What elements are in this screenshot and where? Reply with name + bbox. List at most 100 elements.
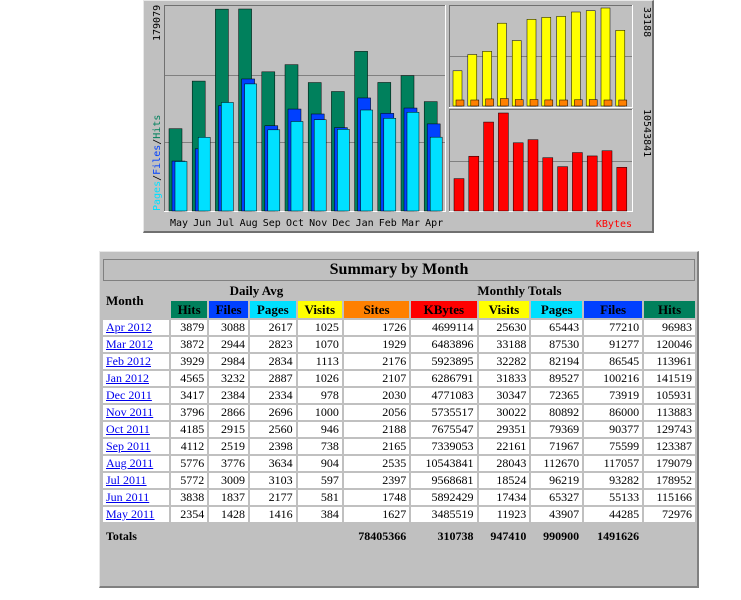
cell-pages: 72365 xyxy=(531,388,583,403)
pages-bar xyxy=(174,161,188,212)
cell-d-visits: 1070 xyxy=(297,337,342,352)
month-link[interactable]: Oct 2011 xyxy=(106,422,150,436)
cell-d-files: 1837 xyxy=(209,490,248,505)
cell-kbytes: 4771083 xyxy=(411,388,477,403)
cell-visits: 31833 xyxy=(478,371,530,386)
cell-pages: 80892 xyxy=(531,405,583,420)
total-files: 990900 xyxy=(531,528,583,545)
cell-pages: 65327 xyxy=(531,490,583,505)
hits-ylabel: Pages/Files/Hits xyxy=(152,115,163,211)
kbytes-xlabel: KBytes xyxy=(596,219,632,230)
cell-files: 75599 xyxy=(584,439,643,454)
month-link[interactable]: Jul 2011 xyxy=(106,473,147,487)
cell-visits: 30347 xyxy=(478,388,530,403)
pages-bar xyxy=(244,83,257,212)
cell-sites: 2056 xyxy=(343,405,410,420)
col-kbytes: KBytes xyxy=(411,301,477,318)
sites-bar xyxy=(514,99,524,107)
month-link[interactable]: Nov 2011 xyxy=(106,405,154,419)
cell-d-visits: 1113 xyxy=(297,354,342,369)
cell-d-files: 1428 xyxy=(209,507,248,522)
month-cell: Nov 2011 xyxy=(103,405,169,420)
ylabel-part: / xyxy=(152,139,163,145)
month-tick-label: Jan xyxy=(356,218,374,229)
month-cell: Jun 2011 xyxy=(103,490,169,505)
pages-bar xyxy=(383,118,397,212)
cell-hits: 72976 xyxy=(644,507,695,522)
total-hits: 1491626 xyxy=(584,528,643,545)
pages-bar xyxy=(313,119,327,212)
ylabel-part: Pages xyxy=(152,181,163,211)
cell-hits: 123387 xyxy=(644,439,695,454)
cell-hits: 113961 xyxy=(644,354,695,369)
cell-files: 90377 xyxy=(584,422,643,437)
cell-d-visits: 1026 xyxy=(297,371,342,386)
cell-d-visits: 1000 xyxy=(297,405,342,420)
cell-d-files: 2915 xyxy=(209,422,248,437)
pages-bar xyxy=(337,129,350,212)
month-cell: May 2011 xyxy=(103,507,169,522)
cell-d-visits: 904 xyxy=(297,456,342,471)
cell-d-visits: 597 xyxy=(297,473,342,488)
cell-d-pages: 3634 xyxy=(249,456,296,471)
cell-d-pages: 2398 xyxy=(249,439,296,454)
ylabel-part: Hits xyxy=(152,115,163,139)
summary-table: Summary by Month Month Daily Avg Monthly… xyxy=(101,257,697,547)
month-cell: Oct 2011 xyxy=(103,422,169,437)
cell-d-pages: 2823 xyxy=(249,337,296,352)
sites-bar xyxy=(544,99,554,107)
cell-sites: 1929 xyxy=(343,337,410,352)
cell-kbytes: 6286791 xyxy=(411,371,477,386)
cell-kbytes: 5923895 xyxy=(411,354,477,369)
month-link[interactable]: May 2011 xyxy=(106,507,155,521)
cell-kbytes: 7675547 xyxy=(411,422,477,437)
month-link[interactable]: Mar 2012 xyxy=(106,337,153,351)
month-link[interactable]: Feb 2012 xyxy=(106,354,151,368)
sites-bar xyxy=(485,98,494,107)
cell-kbytes: 5892429 xyxy=(411,490,477,505)
cell-hits: 120046 xyxy=(644,337,695,352)
month-row: Mar 2012 3872 2944 2823 1070 1929 6483896 33188… xyxy=(103,337,695,352)
kbytes-ymax-label: 10543841 xyxy=(641,109,652,157)
month-link[interactable]: Dec 2011 xyxy=(106,388,152,402)
cell-pages: 71967 xyxy=(531,439,583,454)
ylabel-part: Files xyxy=(152,145,163,175)
month-cell: Feb 2012 xyxy=(103,354,169,369)
month-link[interactable]: Jan 2012 xyxy=(106,371,149,385)
visits-bar xyxy=(541,17,552,107)
month-link[interactable]: Jun 2011 xyxy=(106,490,150,504)
cell-d-hits: 4112 xyxy=(170,439,208,454)
month-link[interactable]: Apr 2012 xyxy=(106,320,152,334)
cell-d-hits: 4185 xyxy=(170,422,208,437)
month-tick-label: Aug xyxy=(240,218,258,229)
cell-visits: 17434 xyxy=(478,490,530,505)
month-link[interactable]: Aug 2011 xyxy=(106,456,154,470)
pages-bar xyxy=(221,102,234,212)
cell-kbytes: 4699114 xyxy=(411,320,477,335)
visits-bar xyxy=(467,54,478,107)
cell-files: 86000 xyxy=(584,405,643,420)
sites-bar xyxy=(500,98,509,107)
cell-d-hits: 3929 xyxy=(170,354,208,369)
cell-sites: 2397 xyxy=(343,473,410,488)
cell-d-hits: 2354 xyxy=(170,507,208,522)
month-cell: Apr 2012 xyxy=(103,320,169,335)
cell-visits: 25630 xyxy=(478,320,530,335)
cell-visits: 22161 xyxy=(478,439,530,454)
pages-bar xyxy=(290,121,304,212)
month-tick-label: Sep xyxy=(263,218,281,229)
month-row: Jul 2011 5772 3009 3103 597 2397 9568681 18524 9… xyxy=(103,473,695,488)
col-hits: Hits xyxy=(644,301,695,318)
cell-files: 73919 xyxy=(584,388,643,403)
daily-avg-header: Daily Avg xyxy=(170,283,342,299)
month-tick-label: Dec xyxy=(332,218,350,229)
pages-bar xyxy=(429,136,443,212)
month-tick-label: Jun xyxy=(193,218,211,229)
visits-bar xyxy=(615,30,626,107)
col-daily-hits: Hits xyxy=(170,301,208,318)
cell-d-visits: 581 xyxy=(297,490,342,505)
cell-kbytes: 6483896 xyxy=(411,337,477,352)
month-link[interactable]: Sep 2011 xyxy=(106,439,151,453)
sites-bar xyxy=(603,99,613,107)
cell-d-files: 3088 xyxy=(209,320,248,335)
